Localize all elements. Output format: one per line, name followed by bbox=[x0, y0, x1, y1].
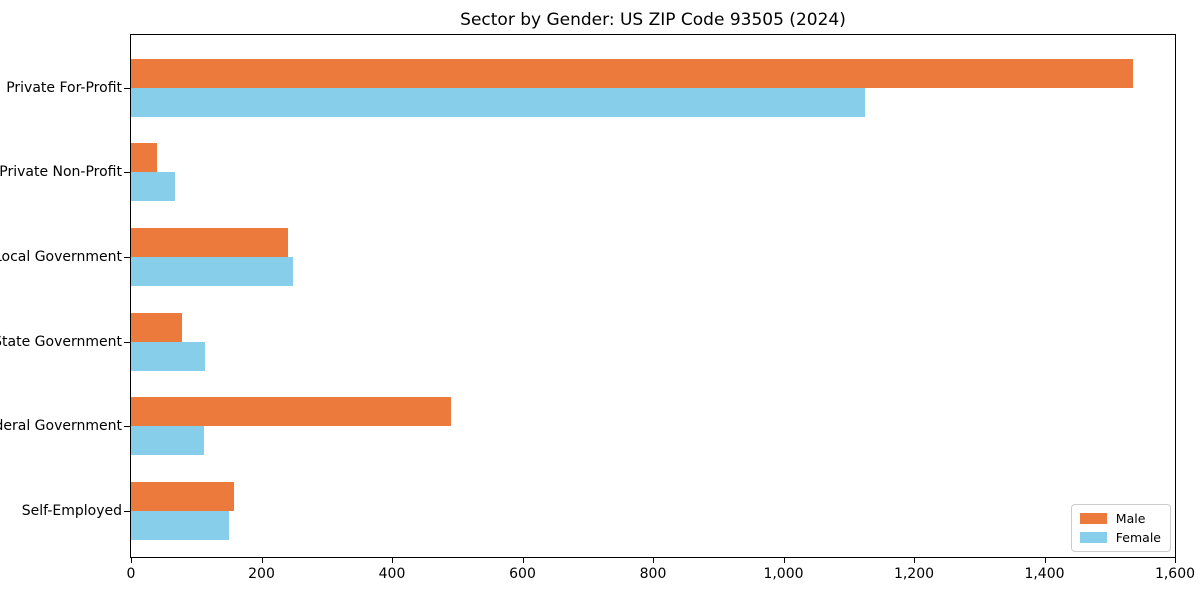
x-tick-mark-1200 bbox=[914, 558, 916, 563]
x-tick-label-1200: 1,200 bbox=[893, 566, 935, 582]
bar-male-5 bbox=[131, 482, 235, 511]
y-tick-label-0: Private For-Profit bbox=[6, 79, 122, 96]
bar-female-0 bbox=[131, 87, 866, 117]
bar-male-4 bbox=[131, 397, 451, 427]
male-swatch-icon bbox=[1079, 513, 1107, 524]
x-tick-label-1000: 1,000 bbox=[763, 566, 804, 582]
y-tick-mark-5 bbox=[124, 511, 130, 513]
y-tick-label-4: Federal Government bbox=[0, 418, 122, 435]
x-tick-label-0: 0 bbox=[126, 566, 136, 582]
plot-area: Male Female bbox=[130, 34, 1176, 558]
y-tick-mark-1 bbox=[124, 172, 130, 174]
y-tick-label-5: Self-Employed bbox=[21, 503, 122, 519]
bar-male-3 bbox=[131, 312, 182, 342]
chart-title: Sector by Gender: US ZIP Code 93505 (202… bbox=[460, 10, 846, 30]
y-tick-mark-3 bbox=[124, 341, 130, 343]
x-tick-mark-1400 bbox=[1044, 558, 1046, 563]
bar-female-3 bbox=[131, 341, 205, 371]
x-tick-mark-1000 bbox=[783, 558, 785, 563]
bar-male-1 bbox=[131, 143, 158, 173]
female-swatch-icon bbox=[1079, 532, 1107, 543]
legend-entry-female: Female bbox=[1079, 530, 1161, 545]
x-tick-label-200: 200 bbox=[248, 566, 275, 582]
legend-label-male: Male bbox=[1115, 511, 1146, 526]
legend-entry-male: Male bbox=[1079, 511, 1161, 526]
x-tick-label-1400: 1,400 bbox=[1024, 566, 1065, 582]
x-tick-mark-0 bbox=[131, 558, 133, 563]
bar-female-4 bbox=[131, 426, 205, 456]
bar-female-1 bbox=[131, 172, 175, 202]
x-tick-mark-600 bbox=[522, 558, 524, 563]
bar-female-2 bbox=[131, 256, 293, 286]
x-tick-label-1600: 1,600 bbox=[1154, 566, 1196, 582]
y-tick-label-1: Private Non-Profit bbox=[0, 164, 122, 181]
y-tick-label-3: State Government bbox=[0, 333, 122, 350]
x-tick-mark-800 bbox=[653, 558, 655, 563]
y-tick-mark-0 bbox=[124, 87, 130, 89]
legend: Male Female bbox=[1070, 504, 1171, 552]
bar-female-5 bbox=[131, 511, 229, 540]
x-tick-label-600: 600 bbox=[509, 566, 536, 582]
bar-male-2 bbox=[131, 227, 288, 257]
bar-male-0 bbox=[131, 58, 1133, 88]
y-tick-mark-2 bbox=[124, 256, 130, 259]
x-tick-mark-400 bbox=[392, 558, 394, 563]
y-tick-mark-4 bbox=[124, 426, 130, 428]
x-tick-label-400: 400 bbox=[378, 566, 406, 582]
x-tick-label-800: 800 bbox=[639, 566, 667, 582]
y-tick-label-2: Local Government bbox=[0, 248, 122, 265]
legend-label-female: Female bbox=[1115, 530, 1161, 545]
x-tick-mark-1600 bbox=[1175, 558, 1177, 563]
x-tick-mark-200 bbox=[261, 558, 263, 563]
